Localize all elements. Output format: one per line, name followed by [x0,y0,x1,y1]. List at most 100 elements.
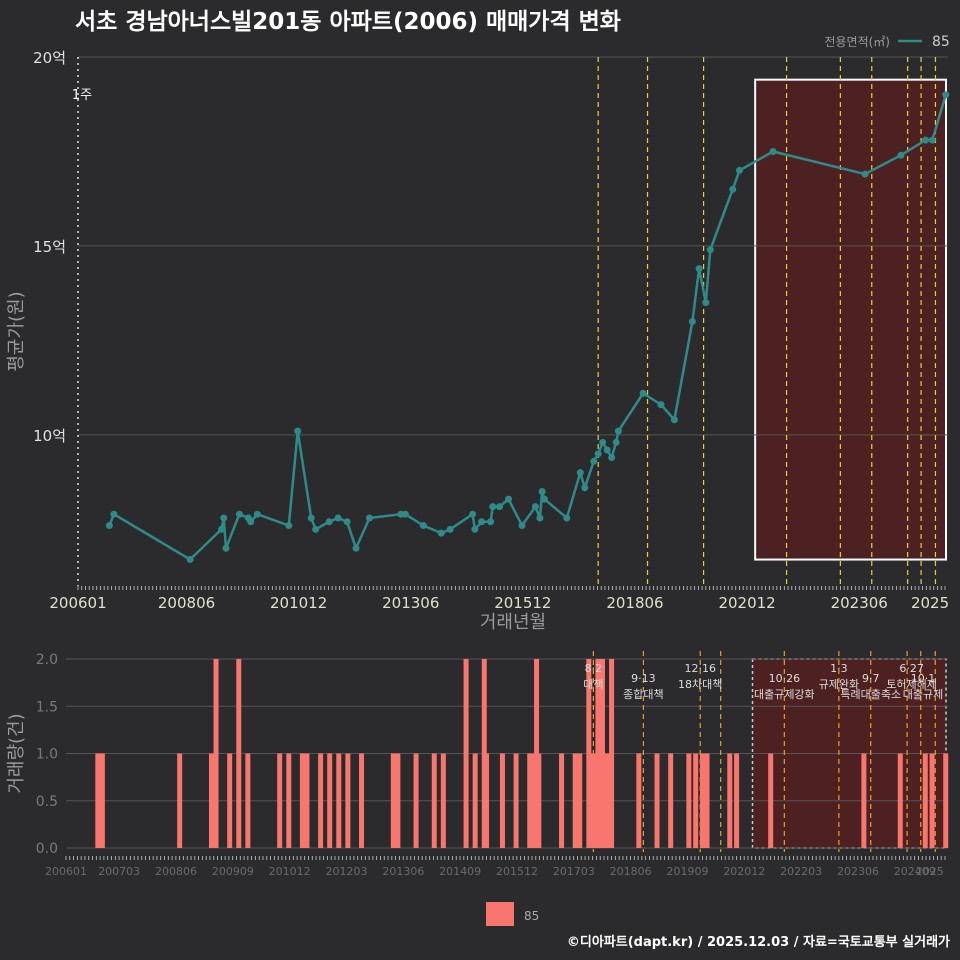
footer-credit: ©디아파트(dapt.kr) / 2025.12.03 / 자료=국토교통부 실… [566,935,950,950]
data-point [294,427,302,435]
x-tick-label: 201806 [606,594,663,612]
data-point [471,525,479,533]
x-tick-label: 201306 [382,594,439,612]
x-tick-label: 200806 [158,594,215,612]
bar [922,753,928,848]
policy-date-label: 6·27 [899,662,924,675]
bar-x-tick-label: 202409 [894,865,936,878]
data-point [218,525,226,533]
data-point [235,510,243,518]
bar-x-tick-label: 201306 [382,865,424,878]
bar [572,753,578,848]
bar [336,753,342,848]
data-point [531,503,539,511]
bar-x-tick-label: 2025 [916,865,944,878]
bar-x-tick-label: 200909 [212,865,254,878]
bar [536,753,542,848]
data-point [343,518,351,526]
data-point [325,518,333,526]
data-point [365,514,373,522]
bar-x-tick-label: 201409 [439,865,481,878]
x-tick-label: 200601 [49,594,106,612]
data-point [496,503,504,511]
bar [727,753,733,848]
bar [704,753,710,848]
bar-x-tick-label: 202306 [837,865,879,878]
data-point [446,525,454,533]
policy-date-label: 10·1 [911,672,936,685]
data-point [419,522,427,530]
bar [213,659,219,848]
bar [699,753,705,848]
bar-x-tick-label: 201203 [326,865,368,878]
policy-name-label: 대출규제 [903,688,943,701]
bar [527,753,533,848]
policy-dotted-label: 1주 [72,88,92,103]
bar [327,753,333,848]
data-point [312,525,320,533]
data-point [599,438,607,446]
data-point [334,514,342,522]
highlight-region [754,78,948,561]
bar [861,753,867,848]
bar-x-tick-label: 202203 [780,865,822,878]
data-point [670,416,678,424]
y-tick-label: 15억 [33,238,66,256]
data-point [897,151,905,159]
data-point [285,522,293,530]
policy-name-label: 18차대책 [678,678,722,691]
bar [227,753,233,848]
policy-name-label: 토허제해제 [886,677,937,691]
bar-y-tick-label: 0.5 [36,794,58,810]
data-point [688,318,696,325]
bar [95,753,101,848]
data-point [540,495,548,503]
bar [586,659,592,848]
bar-y-axis-label: 거래량(건) [6,713,27,793]
data-point [352,544,360,552]
bar-y-tick-label: 0.0 [36,841,58,857]
policy-name-label: 대책 [583,678,603,691]
policy-date-label: 9·13 [631,672,656,685]
bar [359,753,365,848]
bar [431,753,437,848]
policy-date-label: 1·3 [830,662,848,675]
bar [595,659,601,848]
bar [440,753,446,848]
y-tick-label: 20억 [33,49,66,67]
bar [413,753,419,848]
data-point [505,495,513,503]
data-point [518,522,526,530]
data-point [489,503,497,511]
bar [693,753,699,848]
x-tick-label: 201512 [494,594,551,612]
bar-x-tick-label: 201703 [553,865,595,878]
bar [559,753,565,848]
data-point [735,166,743,174]
x-tick-label: 202012 [718,594,775,612]
data-point [222,544,230,552]
policy-name-label: 특례대출축소 [840,688,901,701]
bar [277,753,283,848]
data-point [469,510,477,518]
data-point [639,389,647,397]
data-point [478,518,486,526]
policy-date-label: 9·7 [862,672,880,685]
data-point [563,514,571,522]
bar-y-tick-label: 1.0 [36,747,58,763]
data-point [657,401,665,409]
data-point [487,518,495,526]
data-point [401,510,409,518]
legend-label: 85 [932,34,950,50]
data-point [590,457,598,465]
x-tick-label: 201012 [270,594,327,612]
data-point [608,454,616,462]
data-point [942,91,950,99]
bar-x-tick-label: 201012 [269,865,311,878]
bar [286,753,292,848]
data-point [581,484,589,492]
bar [636,753,642,848]
policy-date-label: 8·2 [585,662,603,675]
bar [929,753,935,848]
data-point [253,510,261,518]
